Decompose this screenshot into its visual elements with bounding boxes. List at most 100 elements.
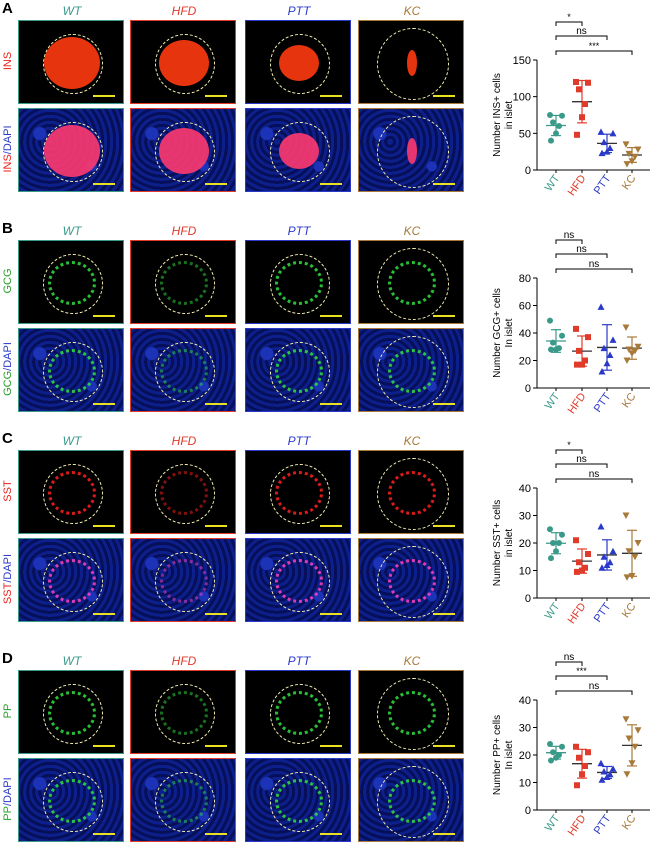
islet-outline (155, 684, 215, 744)
data-point (576, 86, 582, 93)
significance-label: ns (564, 230, 575, 241)
data-point (574, 361, 580, 368)
data-point (553, 346, 559, 353)
islet-outline (155, 552, 215, 612)
stain-signal (388, 349, 436, 393)
data-point (625, 735, 633, 742)
scale-bar (320, 403, 342, 405)
scale-bar (320, 745, 342, 747)
x-tick-label: WT (543, 391, 563, 412)
stain-image (130, 240, 236, 324)
data-point (622, 141, 630, 148)
significance-label: ns (576, 244, 587, 255)
scale-bar (205, 315, 227, 317)
islet-outline (43, 122, 103, 182)
data-point (609, 765, 617, 772)
group-header: HFD (171, 654, 197, 668)
data-point (547, 112, 553, 118)
scale-bar (320, 315, 342, 317)
scale-bar (93, 833, 115, 835)
data-point (576, 754, 582, 761)
group-header: HFD (171, 224, 197, 238)
data-point (548, 555, 554, 562)
merge-label: INS/DAPI (2, 107, 14, 191)
y-tick-label: 0 (525, 165, 531, 177)
data-point (548, 137, 554, 144)
data-point (600, 138, 608, 146)
significance-label: * (567, 440, 571, 450)
dot-plot: 0 20 40 60 80 Number GCG+ cellsIn islet WT HFD P… (492, 230, 650, 416)
group-header: KC (403, 654, 421, 668)
stain-signal (159, 40, 209, 86)
x-tick-label: PTT (592, 601, 614, 625)
stain-signal (388, 471, 436, 515)
data-point (597, 303, 605, 310)
islet-outline (377, 678, 449, 750)
scale-bar (205, 183, 227, 185)
data-point (556, 123, 562, 129)
data-point (550, 339, 556, 346)
group-header: PTT (287, 654, 311, 668)
stain-image (245, 450, 351, 534)
merge-image (358, 328, 464, 412)
islet-outline (43, 254, 103, 314)
significance-label: ns (576, 454, 587, 465)
scale-bar (93, 745, 115, 747)
stain-image (18, 670, 124, 754)
data-point (606, 558, 614, 566)
data-point (585, 334, 591, 341)
scale-bar (93, 613, 115, 615)
merge-image (130, 328, 236, 412)
stain-image (358, 670, 464, 754)
y-tick-label: 20 (519, 538, 531, 550)
islet-outline (270, 772, 330, 832)
data-point (559, 531, 565, 538)
stain-signal (407, 138, 417, 164)
significance-label: * (567, 12, 571, 22)
merge-image (130, 538, 236, 622)
data-point (573, 79, 579, 85)
stain-image (18, 240, 124, 324)
y-tick-label: 0 (525, 805, 531, 817)
significance-label: ns (589, 681, 600, 692)
y-axis-label: Number INS+ cellsin islet (492, 73, 515, 157)
panel-letter: C (2, 430, 13, 447)
islet-outline (377, 458, 449, 530)
data-point (600, 344, 608, 352)
stain-signal (407, 50, 417, 76)
x-tick-label: HFD (566, 813, 589, 838)
data-point (585, 551, 591, 557)
islet-outline (270, 34, 330, 94)
stain-signal (48, 691, 96, 735)
group-header: PTT (287, 224, 311, 238)
stain-signal (160, 261, 208, 305)
data-point (628, 350, 636, 358)
stain-signal (48, 349, 96, 393)
scale-bar (433, 315, 455, 317)
data-point (634, 343, 642, 351)
dapi-name: /DAPI (2, 777, 14, 807)
x-tick-label: KC (620, 173, 639, 192)
x-tick-label: HFD (566, 391, 589, 416)
data-point (609, 547, 617, 555)
scale-bar (433, 403, 455, 405)
x-tick-label: WT (543, 601, 563, 622)
islet-outline (43, 684, 103, 744)
y-tick-label: 80 (519, 273, 531, 285)
stain-image (18, 20, 124, 104)
data-point (622, 324, 630, 331)
merge-image (18, 328, 124, 412)
scale-bar (433, 613, 455, 615)
data-point (579, 114, 585, 121)
data-point (559, 743, 565, 750)
stain-image (130, 20, 236, 104)
data-point (634, 727, 642, 734)
y-tick-label: 40 (519, 695, 531, 707)
stain-name: SST (2, 582, 14, 605)
data-point (598, 368, 606, 375)
scale-bar (320, 183, 342, 185)
significance-label: ns (576, 26, 587, 37)
significance-label: ns (564, 652, 575, 663)
data-point (597, 128, 605, 135)
group-header: WT (62, 224, 82, 238)
